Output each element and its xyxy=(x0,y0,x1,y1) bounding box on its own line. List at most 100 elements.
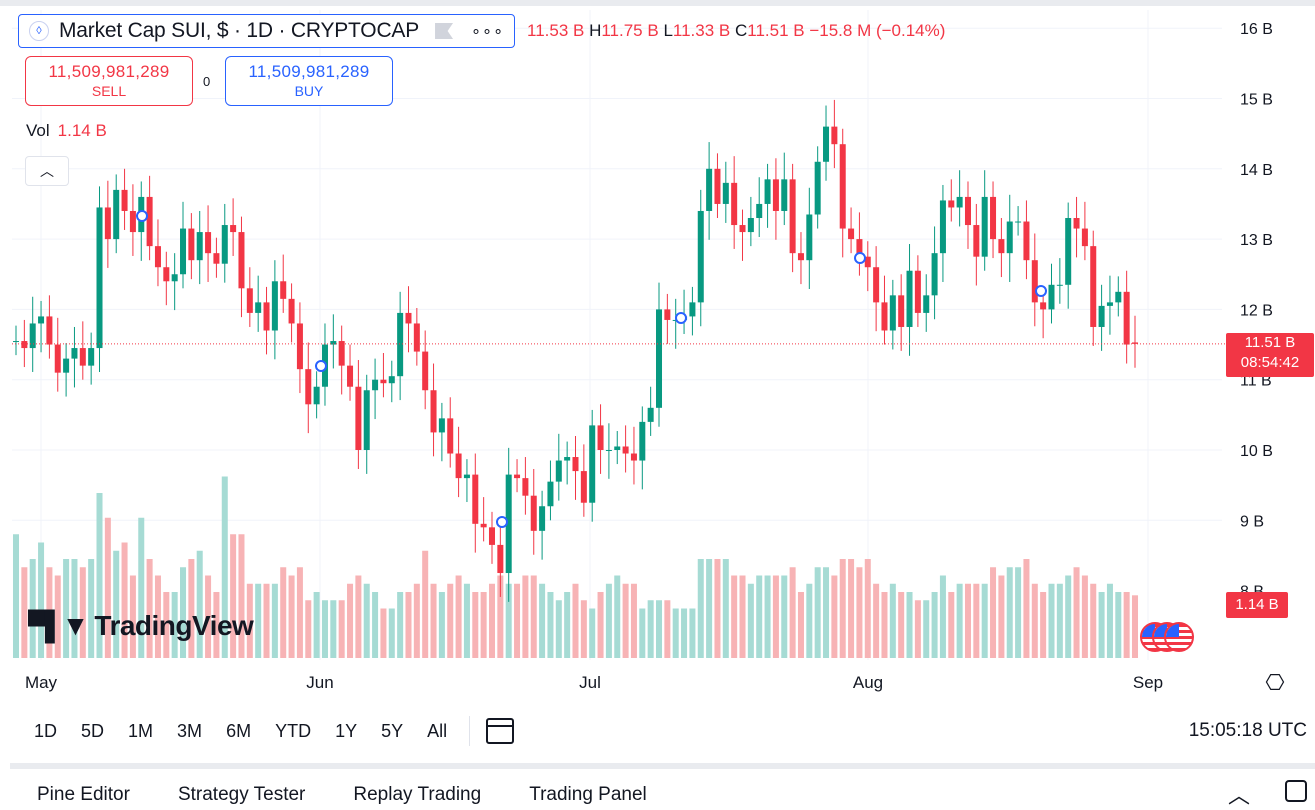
volume-bar xyxy=(196,550,203,658)
tab-strategy-tester[interactable]: Strategy Tester xyxy=(177,784,306,805)
volume-bar xyxy=(380,608,387,658)
candle-body xyxy=(497,544,504,574)
volume-bar xyxy=(46,567,53,658)
more-icon[interactable]: ∘∘∘ xyxy=(471,23,505,40)
symbol-title[interactable]: Market Cap SUI, $ · 1D · CRYPTOCAP xyxy=(59,19,420,42)
candle-body xyxy=(280,281,287,299)
volume-bar xyxy=(672,608,679,658)
timeframe-all[interactable]: All xyxy=(427,720,448,741)
buy-price: 11,509,981,289 xyxy=(248,62,370,81)
toolbar-divider xyxy=(469,716,471,746)
volume-bar xyxy=(372,592,379,658)
candle-body xyxy=(447,418,454,454)
volume-bar xyxy=(330,600,337,658)
candle-body xyxy=(54,344,61,373)
volume-bar xyxy=(271,583,278,658)
candle-body xyxy=(739,225,746,233)
change-value: −15.8 M (−0.14%) xyxy=(809,21,946,40)
timeframe-3m[interactable]: 3M xyxy=(177,720,203,741)
timeframe-1m[interactable]: 1M xyxy=(128,720,154,741)
volume-bar xyxy=(714,559,721,658)
volume-bar xyxy=(163,592,170,658)
x-tick-label: Aug xyxy=(853,673,883,692)
timeframe-5d[interactable]: 5D xyxy=(81,720,105,741)
candle-body xyxy=(1073,218,1080,229)
volume-bar xyxy=(956,583,963,658)
candle-body xyxy=(38,316,45,324)
volume-bar xyxy=(614,575,621,658)
candle-body xyxy=(622,446,629,454)
candle-body xyxy=(797,253,804,261)
candle-body xyxy=(973,225,980,257)
timeframe-ytd[interactable]: YTD xyxy=(275,720,312,741)
volume-bar xyxy=(238,534,245,658)
volume-bar xyxy=(88,559,95,658)
volume-bar xyxy=(931,592,938,658)
candle-body xyxy=(79,348,86,366)
volume-bar xyxy=(823,567,830,658)
volume-bar xyxy=(831,575,838,658)
tab-pine-editor[interactable]: Pine Editor xyxy=(37,784,130,805)
volume-bar xyxy=(54,575,61,658)
maximize-panel-icon[interactable] xyxy=(1285,780,1307,802)
symbol-legend[interactable]: ◊ Market Cap SUI, $ · 1D · CRYPTOCAP ∘∘∘ xyxy=(18,14,516,48)
timeframe-1y[interactable]: 1Y xyxy=(335,720,358,741)
calendar-goto-icon[interactable] xyxy=(486,718,515,744)
candle-body xyxy=(639,421,646,461)
volume-bar xyxy=(756,575,763,658)
volume-bar xyxy=(739,575,746,658)
chevron-up-icon[interactable]: ︿ xyxy=(1228,783,1251,808)
volume-bar xyxy=(1065,575,1072,658)
tradingview-watermark: ▀▌▼ TradingView xyxy=(28,610,254,642)
volume-bar xyxy=(1098,592,1105,658)
watermark-text: TradingView xyxy=(94,610,254,641)
window-frame-top xyxy=(0,0,1315,6)
volume-bar xyxy=(1048,583,1055,658)
candle-body xyxy=(981,196,988,257)
volume-bar xyxy=(104,517,111,658)
volume-bar xyxy=(321,600,328,658)
volume-bar xyxy=(898,592,905,658)
volume-bar xyxy=(438,592,445,658)
collapse-legend-button[interactable]: ︿ xyxy=(25,156,69,186)
buy-button[interactable]: 11,509,981,289 BUY xyxy=(225,56,393,106)
sell-button[interactable]: 11,509,981,289 SELL xyxy=(25,56,193,106)
timeframe-6m[interactable]: 6M xyxy=(226,720,252,741)
panel-divider[interactable] xyxy=(10,763,1315,769)
candle-body xyxy=(230,225,237,233)
candle-body xyxy=(1023,221,1030,261)
candle-body xyxy=(689,302,696,317)
timeframe-1d[interactable]: 1D xyxy=(34,720,58,741)
volume-bar xyxy=(463,583,470,658)
volume-bar xyxy=(1023,559,1030,658)
candle-body xyxy=(171,274,178,282)
utc-clock[interactable]: 15:05:18 UTC xyxy=(1188,720,1307,741)
timeframe-5y[interactable]: 5Y xyxy=(381,720,404,741)
volume-bar xyxy=(1115,592,1122,658)
flag-icon[interactable] xyxy=(435,23,454,39)
drop-icon: ◊ xyxy=(29,21,49,41)
volume-bar xyxy=(472,592,479,658)
tab-replay-trading[interactable]: Replay Trading xyxy=(353,784,482,805)
us-flag-events-icon[interactable] xyxy=(1140,622,1202,656)
tab-trading-panel[interactable]: Trading Panel xyxy=(529,784,647,805)
candle-body xyxy=(255,302,262,313)
volume-bar xyxy=(38,542,45,658)
candle-body xyxy=(305,369,312,405)
candle-body xyxy=(129,210,136,233)
price-chart[interactable]: 9 B10 B11 B12 B13 B14 B15 B16 B8 BMayJun… xyxy=(0,0,1315,700)
settings-icon[interactable]: ⎔ xyxy=(1265,670,1285,695)
volume-bar xyxy=(681,608,688,658)
candle-body xyxy=(914,270,921,313)
volume-bar xyxy=(154,575,161,658)
volume-bar xyxy=(363,583,370,658)
volume-bar xyxy=(255,583,262,658)
candle-body xyxy=(263,302,270,331)
volume-bar xyxy=(923,600,930,658)
candle-body xyxy=(564,457,571,461)
volume-legend[interactable]: Vol 1.14 B xyxy=(26,121,107,141)
volume-bar xyxy=(146,559,153,658)
last-price-value: 11.51 B xyxy=(1244,334,1296,351)
candle-body xyxy=(1048,284,1055,310)
candle-body xyxy=(514,474,521,479)
